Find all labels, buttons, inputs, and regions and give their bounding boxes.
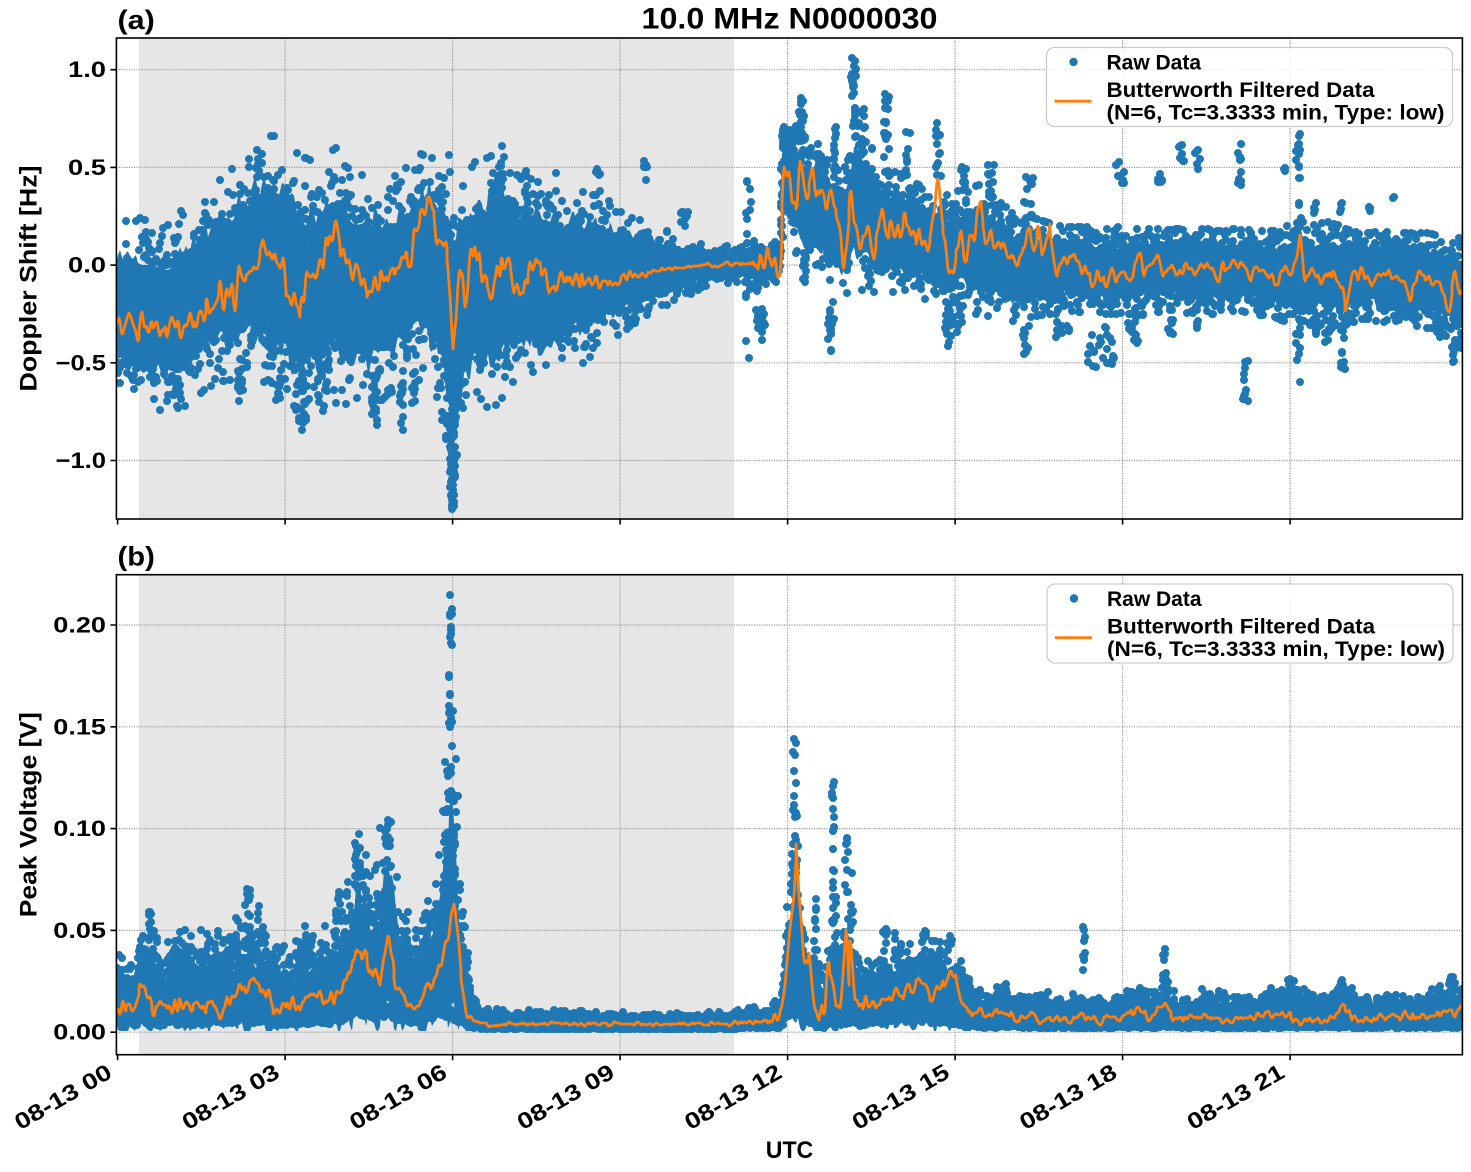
svg-text:−0.5: −0.5: [56, 350, 107, 375]
svg-text:Raw Data: Raw Data: [1107, 588, 1202, 611]
svg-text:(b): (b): [118, 542, 155, 572]
svg-text:UTC: UTC: [766, 1137, 813, 1164]
svg-text:0.00: 0.00: [53, 1020, 106, 1045]
svg-text:10.0 MHz N0000030: 10.0 MHz N0000030: [642, 3, 938, 36]
svg-text:0.10: 0.10: [53, 816, 106, 841]
svg-text:(N=6, Tc=3.3333 min, Type: low: (N=6, Tc=3.3333 min, Type: low): [1107, 638, 1445, 661]
svg-text:0.05: 0.05: [53, 918, 106, 943]
svg-text:0.5: 0.5: [68, 155, 106, 180]
svg-text:Butterworth Filtered Data: Butterworth Filtered Data: [1107, 79, 1375, 102]
svg-text:0.0: 0.0: [68, 253, 106, 278]
svg-text:−1.0: −1.0: [56, 448, 107, 473]
svg-text:1.0: 1.0: [68, 57, 106, 82]
svg-text:Butterworth Filtered Data: Butterworth Filtered Data: [1107, 615, 1375, 638]
svg-text:Doppler Shift [Hz]: Doppler Shift [Hz]: [16, 166, 43, 392]
svg-text:0.20: 0.20: [53, 613, 106, 638]
svg-text:Raw Data: Raw Data: [1107, 51, 1202, 74]
svg-text:(N=6, Tc=3.3333 min, Type: low: (N=6, Tc=3.3333 min, Type: low): [1107, 102, 1445, 125]
svg-text:Peak Voltage [V]: Peak Voltage [V]: [16, 712, 43, 917]
svg-text:(a): (a): [118, 5, 155, 35]
svg-text:0.15: 0.15: [53, 714, 106, 739]
